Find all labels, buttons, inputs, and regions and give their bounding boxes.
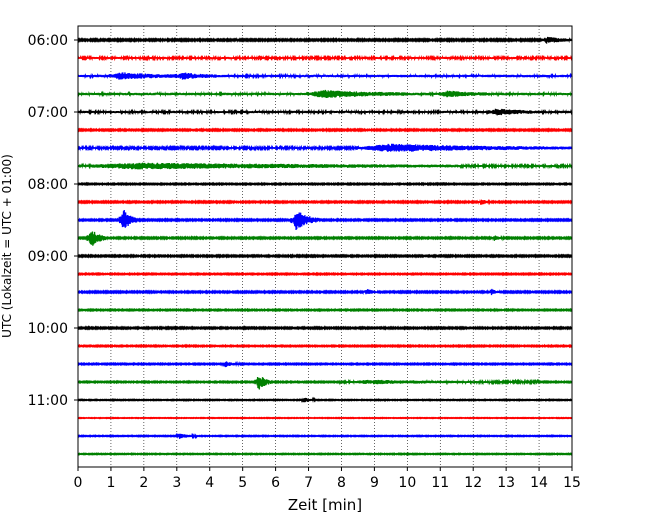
seismogram-trace-1130 — [77, 432, 573, 440]
plot-frame — [77, 25, 573, 468]
x-tick-label: 8 — [337, 475, 346, 491]
seismogram-trace-0730 — [77, 143, 573, 152]
seismogram-traces — [77, 36, 573, 457]
x-tick-label: 1 — [106, 475, 115, 491]
x-tick-label: 9 — [370, 475, 379, 491]
seismogram-trace-1000 — [77, 325, 573, 331]
x-tick-label: 4 — [205, 475, 214, 491]
x-tick-label: 0 — [74, 475, 83, 491]
x-tick-label: 10 — [398, 475, 416, 491]
y-tick-label: 10:00 — [28, 321, 68, 337]
seismogram-trace-0900 — [77, 253, 573, 260]
seismogram-trace-1030 — [77, 360, 573, 368]
y-tick-label: 06:00 — [28, 33, 68, 49]
seismogram-trace-1045 — [77, 377, 573, 390]
y-tick-label: 07:00 — [28, 105, 68, 121]
x-tick-label: 2 — [139, 475, 148, 491]
y-tick-label: 08:00 — [28, 177, 68, 193]
x-tick-label: 7 — [304, 475, 313, 491]
x-axis: 0 1 2 3 4 5 6 7 8 9 10 11 12 13 14 15 — [74, 467, 581, 491]
seismogram-trace-0630 — [77, 72, 573, 80]
seismogram-trace-1115 — [77, 416, 573, 420]
seismogram-trace-0915 — [77, 271, 573, 277]
seismogram-trace-0600 — [77, 36, 573, 44]
x-tick-label: 13 — [497, 475, 515, 491]
x-tick-label: 11 — [431, 475, 449, 491]
y-axis: 06:00 07:00 08:00 09:00 10:00 11:00 — [28, 33, 78, 409]
y-tick-label: 11:00 — [28, 393, 68, 409]
x-tick-label: 15 — [563, 475, 581, 491]
x-tick-label: 14 — [530, 475, 548, 491]
x-tick-label: 6 — [271, 475, 280, 491]
seismogram-trace-0615 — [77, 54, 573, 62]
seismogram-trace-1015 — [77, 343, 573, 349]
seismogram-trace-0645 — [77, 89, 573, 98]
seismogram-trace-0700 — [77, 108, 573, 116]
seismogram-trace-0715 — [77, 127, 573, 134]
x-tick-label: 3 — [172, 475, 181, 491]
y-tick-label: 09:00 — [28, 249, 68, 265]
seismogram-trace-0930 — [77, 288, 573, 296]
seismogram-trace-0945 — [77, 307, 573, 313]
x-tick-label: 5 — [238, 475, 247, 491]
seismogram-trace-0815 — [77, 198, 573, 206]
seismogram-trace-0745 — [77, 162, 573, 170]
seismogram-trace-1145 — [77, 451, 573, 457]
x-axis-label: Zeit [min] — [288, 496, 362, 514]
y-axis-label: UTC (Lokalzeit = UTC + 01:00) — [0, 154, 14, 338]
seismogram-trace-1100 — [77, 396, 573, 403]
x-tick-label: 12 — [464, 475, 482, 491]
seismogram-trace-0845 — [77, 231, 573, 246]
seismogram-trace-0830 — [77, 210, 573, 231]
seismogram-trace-0800 — [77, 181, 573, 187]
